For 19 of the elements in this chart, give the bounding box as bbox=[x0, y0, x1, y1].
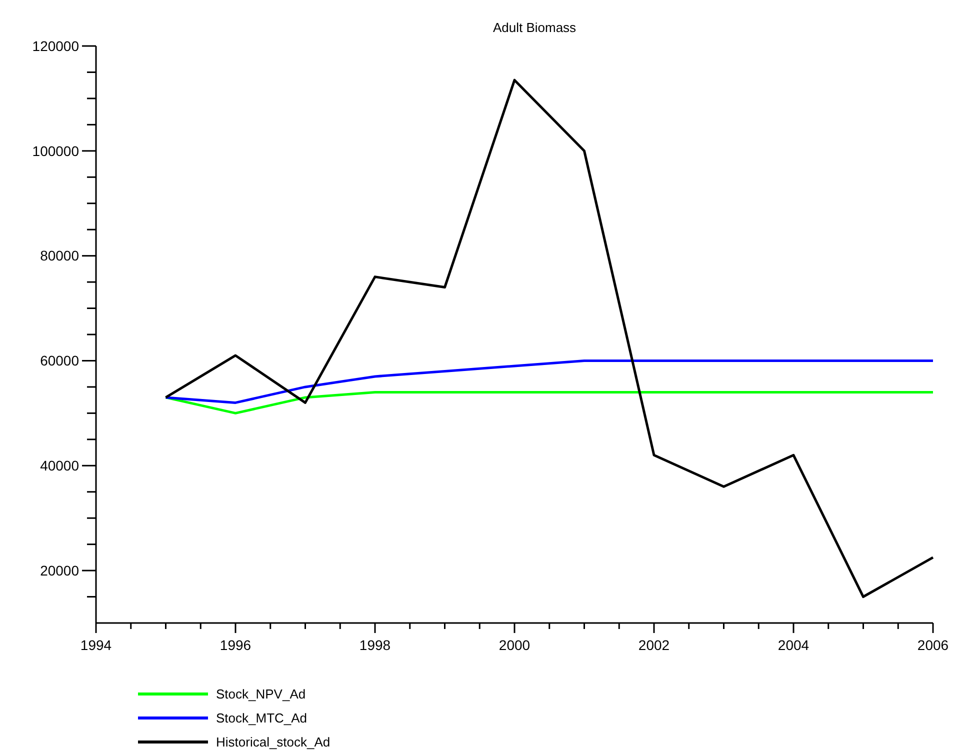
y-tick-label: 40000 bbox=[40, 458, 80, 474]
y-tick-label: 20000 bbox=[40, 562, 80, 578]
x-tick-label: 2006 bbox=[917, 637, 949, 653]
legend-label: Historical_stock_Ad bbox=[216, 734, 330, 750]
x-tick-label: 1994 bbox=[80, 637, 112, 653]
x-tick-label: 2004 bbox=[778, 637, 810, 653]
y-tick-label: 120000 bbox=[32, 38, 80, 54]
x-tick-label: 2002 bbox=[638, 637, 670, 653]
line-series bbox=[164, 359, 934, 404]
y-tick-label: 80000 bbox=[40, 248, 80, 264]
legend-label: Stock_NPV_Ad bbox=[216, 686, 306, 702]
chart-title: Adult Biomass bbox=[492, 20, 577, 35]
x-tick-label: 1998 bbox=[359, 637, 391, 653]
x-tick-label: 1996 bbox=[220, 637, 252, 653]
y-tick-label: 100000 bbox=[32, 142, 80, 159]
legend-label: Stock_MTC_Ad bbox=[216, 710, 308, 726]
y-tick-label: 60000 bbox=[40, 352, 80, 369]
x-tick-label: 2000 bbox=[498, 637, 530, 653]
line-series bbox=[164, 78, 934, 598]
